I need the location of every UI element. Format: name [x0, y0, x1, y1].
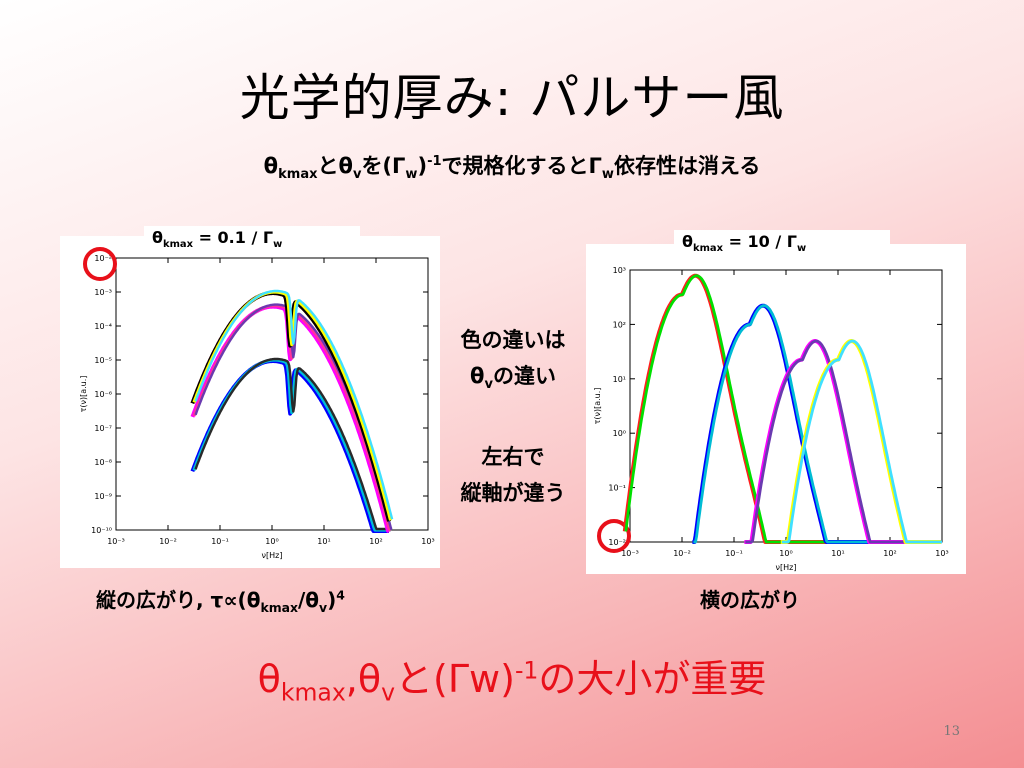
- right-plot-panel: 10⁻³ 10⁻² 10⁻¹ 10⁰ 10¹ 10² 10³ 10³ 10² 10¹ 10⁰ 10⁻¹…: [586, 244, 966, 574]
- x-tick-label: 10⁻³: [621, 549, 639, 558]
- x-tick-label: 10⁻²: [159, 537, 177, 546]
- x-tick-label: 10⁰: [779, 549, 792, 558]
- y-tick-label: 10⁻¹: [608, 484, 626, 493]
- x-tick-label: 10⁻³: [107, 537, 125, 546]
- y-tick-label: 10²: [613, 320, 626, 329]
- tau-curve: [781, 339, 943, 544]
- y-axis-label: τ(ν)[a.u.]: [593, 388, 602, 425]
- slide-subtitle: θkmaxとθvを(Γw)-1で規格化するとΓw依存性は消える: [263, 154, 761, 183]
- x-tick-label: 10²: [369, 537, 382, 546]
- middle-note-line3: 左右で: [481, 445, 545, 470]
- tau-curve: [194, 289, 394, 520]
- y-tick-label: 10⁻⁷: [94, 424, 112, 433]
- x-tick-label: 10⁻²: [673, 549, 691, 558]
- y-tick-label: 10⁻⁴: [94, 322, 112, 331]
- y-tick-label: 10⁻²: [94, 254, 112, 263]
- middle-note-line4: 縦軸が違う: [460, 481, 566, 506]
- right-tau-plot: 10⁻³ 10⁻² 10⁻¹ 10⁰ 10¹ 10² 10³ 10³ 10² 10¹ 10⁰ 10⁻¹…: [593, 266, 949, 572]
- y-tick-label: 10⁻¹⁰: [91, 526, 112, 535]
- page-number: 13: [943, 724, 960, 739]
- tau-curve: [622, 273, 942, 544]
- y-tick-label: 10¹: [613, 375, 626, 384]
- highlight-circle: [597, 519, 631, 553]
- middle-note-line2: θvの違い: [470, 364, 556, 393]
- right-caption: 横の広がり: [700, 588, 800, 612]
- x-tick-label: 10¹: [831, 549, 844, 558]
- y-tick-label: 10⁻⁸: [94, 458, 112, 467]
- x-tick-label: 10⁰: [265, 537, 278, 546]
- left-tau-plot: 10⁻³ 10⁻² 10⁻¹ 10⁰ 10¹ 10² 10³ 10⁻² 10⁻³ 10⁻⁴ 10⁻⁵…: [79, 247, 435, 560]
- x-tick-label: 10³: [421, 537, 434, 546]
- x-axis-label: ν[Hz]: [262, 551, 283, 560]
- middle-note: 色の違いは θvの違い 左右で 縦軸が違う: [440, 322, 586, 511]
- y-tick-label: 10³: [613, 266, 626, 275]
- x-tick-label: 10¹: [317, 537, 330, 546]
- y-tick-label: 10⁻³: [94, 288, 112, 297]
- y-tick-label: 10⁻⁵: [94, 356, 112, 365]
- key-statement: θkmax,θvと(Γw)-1の大小が重要: [257, 656, 767, 707]
- middle-note-line1: 色の違いは: [460, 328, 566, 352]
- slide-title: 光学的厚み: パルサー風: [239, 69, 785, 127]
- y-tick-label: 10⁻²: [608, 538, 626, 547]
- right-plot-label: θkmax = 10 / Γw: [674, 230, 890, 257]
- y-tick-label: 10⁻⁹: [94, 492, 112, 501]
- x-tick-label: 10³: [935, 549, 948, 558]
- tau-curve: [743, 339, 942, 544]
- y-tick-label: 10⁻⁶: [94, 390, 112, 399]
- x-tick-label: 10²: [883, 549, 896, 558]
- y-tick-label: 10⁰: [613, 429, 626, 438]
- highlight-circle: [83, 247, 117, 281]
- x-axis-label: ν[Hz]: [776, 563, 797, 572]
- tau-curve: [194, 357, 393, 531]
- x-tick-label: 10⁻¹: [211, 537, 229, 546]
- x-tick-label: 10⁻¹: [725, 549, 743, 558]
- tau-curve: [745, 339, 943, 544]
- left-caption: 縦の広がり, τ∝(θkmax/θv)4: [96, 587, 345, 615]
- y-axis-label: τ(ν)[a.u.]: [79, 376, 88, 413]
- left-plot-panel: 10⁻³ 10⁻² 10⁻¹ 10⁰ 10¹ 10² 10³ 10⁻² 10⁻³ 10⁻⁴ 10⁻⁵…: [60, 236, 440, 568]
- left-plot-label: θkmax = 0.1 / Γw: [144, 226, 360, 253]
